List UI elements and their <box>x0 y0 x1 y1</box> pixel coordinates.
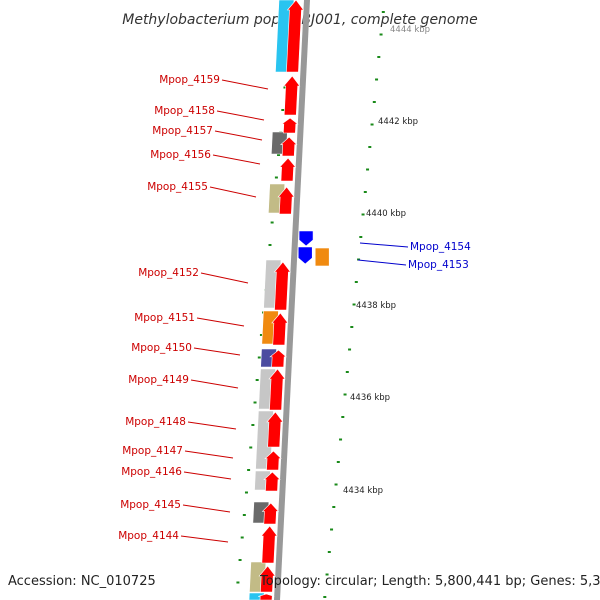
backbone <box>274 0 310 600</box>
forward-gene-arrow <box>266 411 284 448</box>
leader-line <box>182 504 231 513</box>
leader-line <box>200 272 249 284</box>
gene-label-reverse: Mpop_4153 <box>408 259 469 271</box>
gene-label-forward: Mpop_4146 <box>121 466 182 478</box>
leader-line <box>196 317 245 327</box>
forward-gene-arrow <box>277 186 295 215</box>
gene-label-forward: Mpop_4157 <box>152 125 213 137</box>
backbone-line <box>274 0 310 600</box>
leader-line <box>193 347 241 356</box>
gene-label-forward: Mpop_4151 <box>134 312 195 324</box>
gene-label-forward: Mpop_4158 <box>154 105 215 117</box>
forward-gene-arrow <box>268 368 286 411</box>
scale-label: 4434 kbp <box>343 486 383 496</box>
forward-gene-arrow <box>279 136 298 157</box>
forward-gene-arrow <box>283 75 301 116</box>
forward-gene-arrow <box>261 502 280 525</box>
forward-gene-arrow <box>258 593 275 600</box>
gene-labels: Mpop_4159 Mpop_4158 Mpop_4157 Mpop_4156 Mpop… <box>118 74 471 542</box>
gene-label-forward: Mpop_4149 <box>128 374 189 386</box>
leader-line <box>216 110 265 121</box>
accession-text: Accession: NC_010725 <box>8 574 156 589</box>
leader-line <box>212 154 261 165</box>
leader-line <box>357 259 407 266</box>
topology-text: Topology: circular; Length: 5,800,441 bp… <box>260 574 600 589</box>
scale-label: 4436 kbp <box>350 393 390 403</box>
forward-gene-arrow <box>273 261 291 311</box>
scale-label: 4442 kbp <box>378 117 418 127</box>
leader-line <box>214 130 263 141</box>
forward-gene-arrow <box>260 525 278 564</box>
leader-line <box>359 242 409 248</box>
forward-gene-arrow <box>264 450 282 471</box>
gene-label-forward: Mpop_4150 <box>131 342 192 354</box>
forward-gene-arrow <box>258 565 276 593</box>
gene-arrows <box>258 0 314 600</box>
scale-label: 4440 kbp <box>366 209 406 219</box>
leader-line <box>180 535 229 543</box>
reverse-gene-arrow <box>298 230 314 247</box>
gene-label-forward: Mpop_4156 <box>150 149 211 161</box>
label-leaders <box>180 79 409 543</box>
cog-block <box>314 247 330 267</box>
leader-line <box>221 79 269 90</box>
reverse-gene-arrow <box>297 246 313 265</box>
gene-label-forward: Mpop_4159 <box>159 74 220 86</box>
gene-label-reverse: Mpop_4154 <box>410 241 471 253</box>
gene-label-forward: Mpop_4145 <box>120 499 181 511</box>
leader-line <box>183 471 232 480</box>
leader-line <box>184 450 234 459</box>
gene-label-forward: Mpop_4147 <box>122 445 183 457</box>
forward-gene-arrow <box>280 117 299 134</box>
forward-gene-arrow <box>278 157 297 182</box>
leader-line <box>190 379 239 389</box>
forward-gene-arrow <box>286 0 305 73</box>
scale-label: 4438 kbp <box>356 301 396 311</box>
leader-line <box>187 421 237 430</box>
leader-line <box>209 186 257 198</box>
scale-labels: 4444 kbp 4442 kbp 4440 kbp 4438 kbp 4436 kbp… <box>343 25 430 496</box>
gene-label-forward: Mpop_4155 <box>147 181 208 193</box>
forward-gene-arrow <box>263 471 281 492</box>
forward-gene-arrow <box>269 349 287 368</box>
forward-gene-arrow <box>271 312 289 346</box>
gene-label-forward: Mpop_4152 <box>138 267 199 279</box>
gene-label-forward: Mpop_4148 <box>125 416 186 428</box>
gene-label-forward: Mpop_4144 <box>118 530 179 542</box>
scale-label: 4444 kbp <box>390 25 430 35</box>
